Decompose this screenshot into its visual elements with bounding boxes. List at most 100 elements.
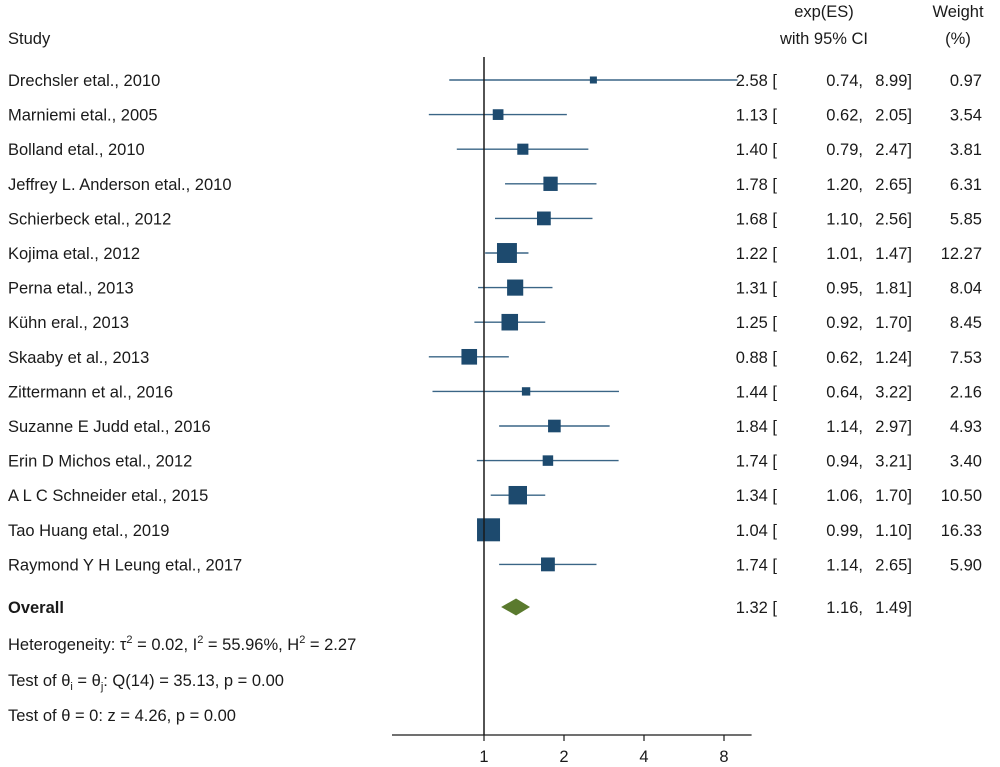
study-row: Kühn eral., 2013 1.25 [0.92, 1.70] 8.45 bbox=[8, 313, 982, 332]
effect-marker bbox=[589, 76, 597, 84]
ci-upper-value: 3.22] bbox=[875, 383, 912, 401]
ci-lower-value: 0.62, bbox=[826, 107, 863, 125]
study-label: Drechsler etal., 2010 bbox=[8, 72, 160, 90]
ci-upper-value: 1.47] bbox=[875, 245, 912, 263]
ci-lower-value: 0.95, bbox=[826, 280, 863, 298]
ci-lower-value: 0.92, bbox=[826, 314, 863, 332]
weight-value: 3.81 bbox=[950, 141, 982, 159]
x-tick-label: 8 bbox=[719, 748, 728, 766]
es-value: 1.44 [ bbox=[736, 383, 778, 401]
effect-marker bbox=[508, 485, 528, 505]
study-row: Zittermann et al., 2016 1.44 [ 0.64, 3.22] 2… bbox=[8, 383, 982, 401]
overall-diamond bbox=[501, 598, 531, 616]
ci-upper-value: 1.24] bbox=[875, 349, 912, 367]
study-label: Suzanne E Judd etal., 2016 bbox=[8, 418, 211, 436]
es-value: 1.34 [ bbox=[736, 487, 778, 505]
ci-lower-value: 1.14, bbox=[826, 556, 863, 574]
ci-lower-value: 1.10, bbox=[826, 210, 863, 228]
study-label: Zittermann et al., 2016 bbox=[8, 383, 173, 401]
effect-marker bbox=[521, 387, 531, 396]
study-row: Perna etal., 2013 1.31 [0.95, 1.81] 8.04 bbox=[8, 279, 982, 298]
ci-lower-value: 0.74, bbox=[826, 72, 863, 90]
header-es-line1: exp(ES) bbox=[794, 3, 854, 21]
es-value: 0.88 [ bbox=[736, 349, 778, 367]
study-row: Jeffrey L. Anderson etal., 2010 1.78 [1.2… bbox=[8, 176, 982, 194]
ci-lower-value: 0.99, bbox=[826, 522, 863, 540]
overall-row: Overall 1.32 [1.16, 1.49] bbox=[8, 598, 912, 617]
effect-marker bbox=[543, 176, 558, 191]
ci-upper-value: 2.05] bbox=[875, 107, 912, 125]
ci-upper-value: 2.65] bbox=[875, 556, 912, 574]
overall-es-value: 1.32 [ bbox=[736, 599, 778, 617]
heterogeneity-text: Heterogeneity: τ2 = 0.02, I2 = 55.96%, H… bbox=[8, 634, 356, 654]
weight-value: 10.50 bbox=[941, 487, 982, 505]
weight-value: 12.27 bbox=[941, 245, 982, 263]
es-value: 2.58 [ bbox=[736, 72, 778, 90]
effect-marker bbox=[461, 348, 478, 365]
es-value: 1.31 [ bbox=[736, 280, 778, 298]
ci-upper-value: 8.99] bbox=[875, 72, 912, 90]
effect-marker bbox=[541, 557, 555, 572]
study-label: Jeffrey L. Anderson etal., 2010 bbox=[8, 176, 232, 194]
ci-upper-value: 1.81] bbox=[875, 280, 912, 298]
study-label: Perna etal., 2013 bbox=[8, 280, 134, 298]
study-label: Raymond Y H Leung etal., 2017 bbox=[8, 556, 242, 574]
weight-value: 2.16 bbox=[950, 383, 982, 401]
es-value: 1.84 [ bbox=[736, 418, 778, 436]
es-value: 1.13 [ bbox=[736, 107, 778, 125]
overall-ci-upper-value: 1.49] bbox=[875, 599, 912, 617]
es-value: 1.04 [ bbox=[736, 522, 778, 540]
study-row: Tao Huang etal., 2019 1.04 [0.99, 1.10] 16.… bbox=[8, 518, 982, 542]
es-value: 1.68 [ bbox=[736, 210, 778, 228]
ci-lower-value: 0.64, bbox=[826, 383, 863, 401]
weight-value: 8.45 bbox=[950, 314, 982, 332]
overall-ci-lower-value: 1.16, bbox=[826, 599, 863, 617]
study-label: Skaaby et al., 2013 bbox=[8, 349, 149, 367]
effect-marker bbox=[507, 279, 524, 296]
study-row: Erin D Michos etal., 2012 1.74 [0.94, 3.21… bbox=[8, 453, 982, 471]
effect-marker bbox=[517, 143, 529, 155]
es-value: 1.74 [ bbox=[736, 453, 778, 471]
effect-marker bbox=[542, 455, 554, 466]
study-row: Raymond Y H Leung etal., 2017 1.74 [ 1.14,… bbox=[8, 556, 982, 574]
x-tick-label: 1 bbox=[479, 748, 488, 766]
weight-value: 3.54 bbox=[950, 107, 982, 125]
study-row: Skaaby et al., 2013 0.88 [0.62, 1.24] 7.53 bbox=[8, 349, 982, 367]
es-value: 1.22 [ bbox=[736, 245, 778, 263]
effect-marker bbox=[548, 419, 561, 433]
ci-upper-value: 2.56] bbox=[875, 210, 912, 228]
study-label: Tao Huang etal., 2019 bbox=[8, 522, 169, 540]
weight-value: 5.90 bbox=[950, 556, 982, 574]
test-zero-text: Test of θ = 0: z = 4.26, p = 0.00 bbox=[8, 707, 236, 725]
effect-marker bbox=[501, 313, 519, 331]
header-study: Study bbox=[8, 30, 51, 48]
effect-marker bbox=[492, 109, 504, 120]
ci-upper-value: 1.70] bbox=[875, 314, 912, 332]
ci-upper-value: 2.47] bbox=[875, 141, 912, 159]
es-value: 1.74 [ bbox=[736, 556, 778, 574]
x-tick-label: 2 bbox=[559, 748, 568, 766]
study-row: Schierbeck etal., 2012 1.68 [1.10, 2.56] 5.… bbox=[8, 210, 982, 228]
ci-lower-value: 0.94, bbox=[826, 453, 863, 471]
ci-lower-value: 1.14, bbox=[826, 418, 863, 436]
es-value: 1.40 [ bbox=[736, 141, 778, 159]
study-label: Marniemi etal., 2005 bbox=[8, 107, 158, 125]
ci-upper-value: 3.21] bbox=[875, 453, 912, 471]
test-equal-text: Test of θi = θj: Q(14) = 35.13, p = 0.00 bbox=[8, 672, 284, 693]
ci-lower-value: 0.62, bbox=[826, 349, 863, 367]
effect-marker bbox=[496, 243, 517, 263]
weight-value: 6.31 bbox=[950, 176, 982, 194]
effect-marker bbox=[477, 518, 501, 542]
study-label: Kühn eral., 2013 bbox=[8, 314, 129, 332]
x-axis: 1 2 4 8 bbox=[392, 57, 752, 766]
header-weight-line2: (%) bbox=[945, 30, 971, 48]
header-es-line2: with 95% CI bbox=[779, 30, 868, 48]
study-label: Schierbeck etal., 2012 bbox=[8, 210, 171, 228]
study-row: A L C Schneider etal., 2015 1.34 [1.06, 1.… bbox=[8, 485, 982, 505]
study-row: Suzanne E Judd etal., 2016 1.84 [1.14, 2.9… bbox=[8, 418, 982, 436]
study-row: Bolland etal., 2010 1.40 [0.79, 2.47] 3.81 bbox=[8, 141, 982, 159]
header-weight-line1: Weight bbox=[932, 3, 983, 21]
study-row: Drechsler etal., 2010 2.58 [0.74, 8.99] 0.9… bbox=[8, 72, 982, 90]
effect-marker bbox=[536, 211, 551, 226]
